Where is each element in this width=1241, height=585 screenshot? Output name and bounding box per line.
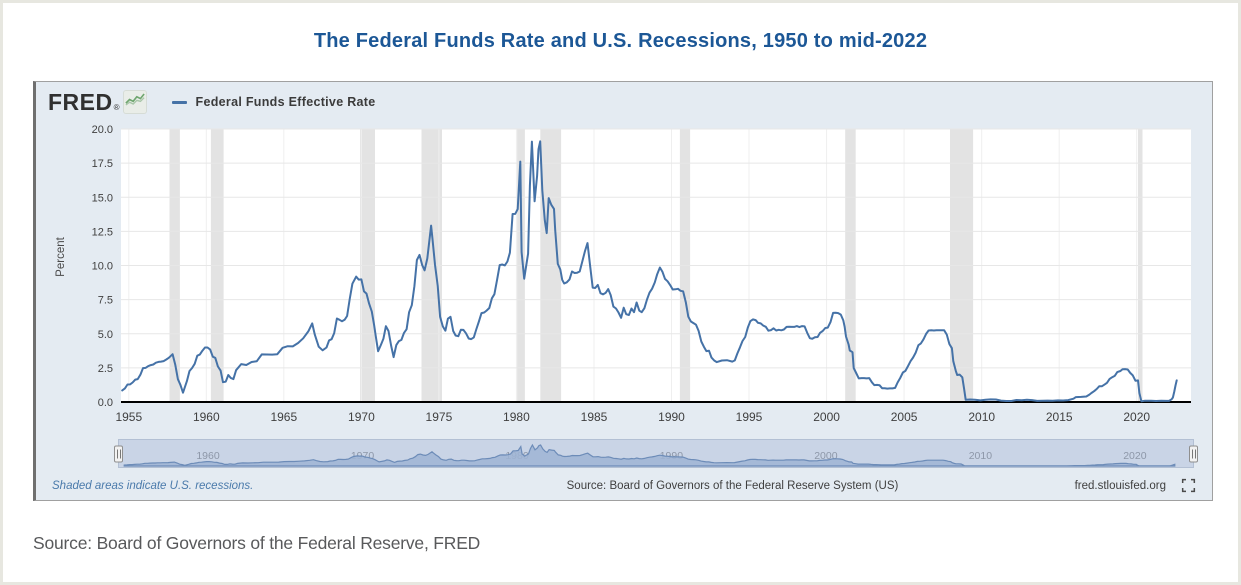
svg-text:1975: 1975 — [426, 410, 453, 424]
svg-text:1995: 1995 — [736, 410, 763, 424]
svg-text:1990: 1990 — [658, 410, 685, 424]
navigator-left-handle[interactable] — [114, 445, 123, 462]
footer-right: fred.stlouisfed.org — [1021, 478, 1196, 493]
svg-text:2020: 2020 — [1123, 410, 1150, 424]
range-navigator[interactable]: 1960197019801990200020102020 — [114, 439, 1198, 468]
svg-text:7.5: 7.5 — [98, 295, 113, 307]
svg-text:15.0: 15.0 — [92, 192, 113, 204]
legend-line-swatch — [171, 100, 187, 104]
svg-text:20.0: 20.0 — [92, 124, 113, 136]
svg-text:1985: 1985 — [581, 410, 608, 424]
fred-chart-card: FRED ® Federal Funds Effective Rate Perc… — [33, 81, 1213, 501]
fred-sparkline-icon — [123, 91, 146, 113]
svg-text:2015: 2015 — [1046, 410, 1073, 424]
fullscreen-icon — [1181, 478, 1196, 493]
legend-item-federal-funds-rate[interactable]: Federal Funds Effective Rate — [171, 95, 376, 109]
chart-body: Percent 1955 1960 1965 1970 1975 1980 1985 1990… — [36, 122, 1212, 434]
svg-text:2010: 2010 — [968, 410, 995, 424]
svg-text:2.5: 2.5 — [98, 363, 113, 375]
fred-site-link[interactable]: fred.stlouisfed.org — [1074, 479, 1166, 492]
svg-text:2020: 2020 — [1123, 450, 1147, 462]
fred-logo[interactable]: FRED ® — [48, 88, 146, 115]
chart-header: FRED ® Federal Funds Effective Rate — [36, 82, 1212, 122]
svg-text:1960: 1960 — [193, 410, 220, 424]
caption: Source: Board of Governors of the Federa… — [33, 533, 481, 553]
fred-wordmark: FRED — [48, 88, 113, 115]
svg-text:2000: 2000 — [813, 410, 840, 424]
navigator-right-handle[interactable] — [1189, 445, 1198, 462]
legend-label: Federal Funds Effective Rate — [195, 95, 376, 109]
svg-text:2010: 2010 — [969, 450, 993, 462]
svg-text:1980: 1980 — [503, 410, 530, 424]
svg-text:2005: 2005 — [891, 410, 918, 424]
svg-text:1970: 1970 — [348, 410, 375, 424]
svg-text:1965: 1965 — [270, 410, 297, 424]
svg-text:12.5: 12.5 — [92, 226, 113, 238]
data-source-note: Source: Board of Governors of the Federa… — [566, 479, 899, 492]
svg-text:1955: 1955 — [115, 410, 142, 424]
svg-text:0.0: 0.0 — [98, 397, 113, 409]
svg-text:1960: 1960 — [196, 450, 220, 462]
fullscreen-button[interactable] — [1181, 478, 1196, 493]
registered-trademark: ® — [113, 102, 120, 112]
federal-funds-rate-line-chart[interactable]: 1955 1960 1965 1970 1975 1980 1985 1990 1995 2000… — [66, 122, 1206, 434]
svg-text:17.5: 17.5 — [92, 158, 113, 170]
svg-text:10.0: 10.0 — [92, 261, 113, 273]
chart-footer: Shaded areas indicate U.S. recessions. S… — [36, 468, 1212, 493]
page-title: The Federal Funds Rate and U.S. Recessio… — [313, 30, 928, 52]
navigator-mini-chart[interactable]: 1960197019801990200020102020 — [119, 440, 1193, 467]
svg-text:5.0: 5.0 — [98, 329, 113, 341]
y-axis-title: Percent — [55, 237, 67, 277]
recession-note: Shaded areas indicate U.S. recessions. — [52, 479, 254, 492]
